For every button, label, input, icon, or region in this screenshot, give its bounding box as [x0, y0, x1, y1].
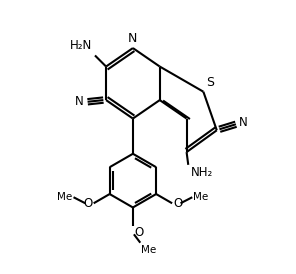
Text: S: S: [206, 76, 214, 89]
Text: N: N: [128, 32, 138, 45]
Text: Me: Me: [57, 192, 73, 202]
Text: Me: Me: [141, 245, 156, 255]
Text: O: O: [134, 226, 143, 239]
Text: Me: Me: [193, 192, 208, 202]
Text: H₂N: H₂N: [69, 39, 92, 52]
Text: N: N: [239, 116, 248, 129]
Text: O: O: [83, 197, 93, 210]
Text: N: N: [75, 95, 83, 108]
Text: O: O: [173, 197, 182, 210]
Text: NH₂: NH₂: [191, 166, 213, 179]
